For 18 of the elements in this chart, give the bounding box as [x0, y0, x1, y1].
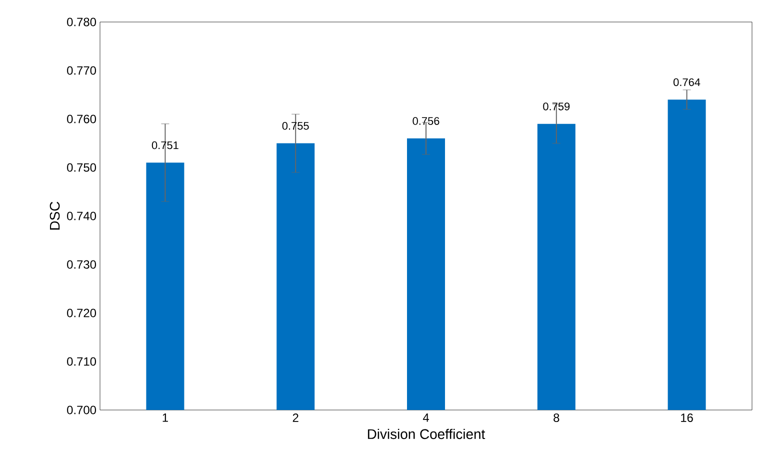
y-tick-label: 0.740: [67, 212, 96, 220]
x-tick-label: 16: [681, 414, 693, 422]
data-label: 0.756: [412, 117, 440, 125]
x-tick-label: 2: [292, 414, 298, 422]
x-tick-label: 1: [162, 414, 168, 422]
data-label: 0.764: [674, 78, 700, 86]
y-tick-label: 0.700: [67, 406, 96, 414]
y-tick-label: 0.770: [67, 66, 96, 75]
y-tick-label: 0.720: [67, 308, 96, 318]
y-tick-label: 0.780: [67, 18, 96, 26]
y-tick-label: 0.760: [67, 114, 96, 124]
y-tick-label: 0.750: [67, 163, 96, 172]
x-tick-label: 8: [554, 414, 560, 422]
y-axis-title: DSC: [50, 202, 60, 230]
y-tick-label: 0.730: [67, 260, 96, 269]
x-axis-title: Division Coefficient: [368, 428, 486, 440]
x-tick-label: 4: [422, 414, 429, 422]
y-tick-label: 0.710: [67, 357, 96, 366]
